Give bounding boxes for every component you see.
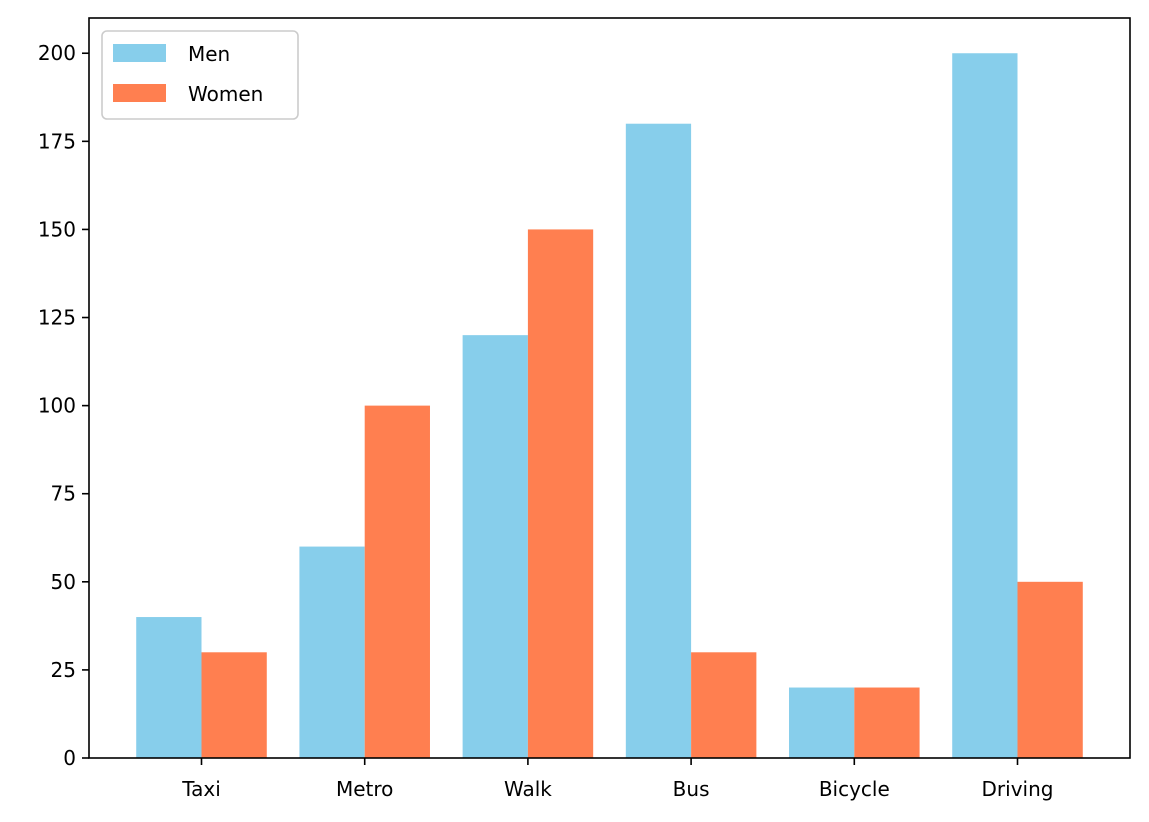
legend-label-men: Men: [188, 42, 230, 66]
bar-men-taxi: [136, 617, 202, 758]
legend-label-women: Women: [188, 82, 263, 106]
y-tick-label: 100: [38, 394, 76, 418]
bar-women-taxi: [201, 652, 267, 758]
y-tick-label: 200: [38, 41, 76, 65]
x-tick-label-metro: Metro: [336, 777, 393, 801]
plot-frame: [88, 17, 1131, 759]
x-axis: Taxi Metro Walk Bus Bicycle Driving: [181, 758, 1053, 801]
y-axis: 0 25 50 75 100 125 150 175 200: [38, 41, 89, 770]
y-tick-label: 150: [38, 217, 76, 241]
legend-swatch-women: [113, 84, 166, 102]
bar-women-bus: [691, 652, 757, 758]
bar-men-driving: [952, 53, 1018, 758]
bar-women-metro: [364, 405, 430, 758]
x-tick-label-driving: Driving: [982, 777, 1054, 801]
y-tick-label: 75: [51, 482, 76, 506]
bar-men-walk: [462, 335, 528, 758]
bars-group: [136, 53, 1083, 758]
y-tick-label: 50: [51, 570, 76, 594]
bar-women-driving: [1017, 581, 1083, 758]
bar-men-bicycle: [789, 687, 855, 758]
y-tick-label: 25: [51, 658, 76, 682]
y-tick-label: 175: [38, 129, 76, 153]
legend-swatch-men: [113, 44, 166, 62]
x-tick-label-taxi: Taxi: [181, 777, 221, 801]
bar-women-bicycle: [854, 687, 920, 758]
bar-women-walk: [527, 229, 594, 758]
x-tick-label-walk: Walk: [504, 777, 552, 801]
legend: Men Women: [101, 30, 299, 120]
bar-men-metro: [299, 546, 365, 758]
y-tick-label: 125: [38, 306, 76, 330]
bar-men-bus: [625, 123, 692, 758]
x-tick-label-bus: Bus: [673, 777, 710, 801]
y-tick-label: 0: [63, 746, 76, 770]
x-tick-label-bicycle: Bicycle: [819, 777, 890, 801]
